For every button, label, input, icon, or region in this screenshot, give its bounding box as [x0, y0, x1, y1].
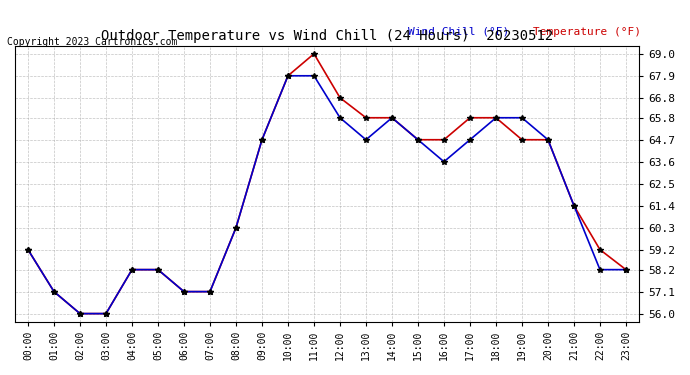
Title: Outdoor Temperature vs Wind Chill (24 Hours)  20230512: Outdoor Temperature vs Wind Chill (24 Ho…	[101, 29, 553, 43]
Text: Temperature (°F): Temperature (°F)	[533, 27, 641, 37]
Text: Copyright 2023 Cartronics.com: Copyright 2023 Cartronics.com	[7, 37, 177, 47]
Text: Wind Chill (°F): Wind Chill (°F)	[408, 27, 509, 37]
